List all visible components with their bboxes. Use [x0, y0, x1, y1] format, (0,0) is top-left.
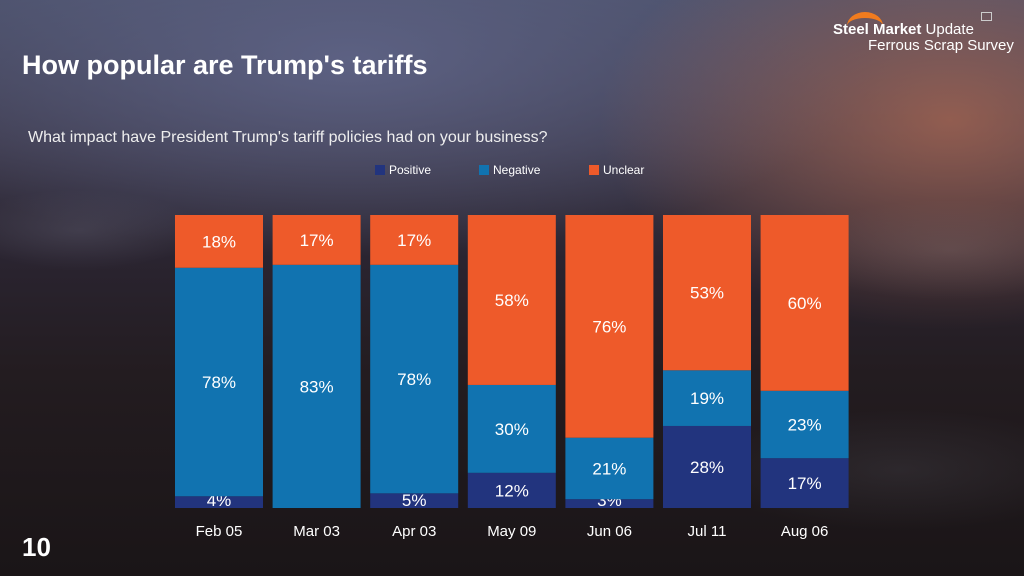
data-label: 12%: [495, 481, 529, 500]
logo-brand-rest: Update: [921, 21, 974, 38]
data-label: 28%: [690, 458, 724, 477]
data-label: 60%: [788, 294, 822, 313]
bar-positive: [565, 499, 654, 508]
data-label: 5%: [402, 491, 427, 510]
bar-unclear: [272, 215, 361, 265]
x-tick-label: Mar 03: [293, 523, 340, 540]
bar-unclear: [370, 215, 459, 265]
bar-unclear: [663, 215, 751, 371]
x-tick-label: Jun 06: [587, 523, 632, 540]
data-label: 17%: [788, 474, 822, 493]
legend-swatch: [375, 165, 385, 175]
bar-negative: [663, 370, 751, 426]
legend-swatch: [479, 165, 489, 175]
x-tick-label: Feb 05: [196, 523, 243, 540]
data-label: 17%: [300, 231, 334, 250]
data-label: 76%: [592, 317, 626, 336]
bar-positive: [467, 472, 556, 508]
legend-positive: Positive: [375, 163, 431, 177]
page-number: 10: [22, 532, 51, 562]
bar-positive: [760, 458, 849, 508]
x-tick-label: May 09: [487, 523, 536, 540]
data-label: 58%: [495, 291, 529, 310]
page-title: How popular are Trump's tariffs: [22, 50, 428, 80]
logo-badge-icon: [981, 12, 992, 21]
data-label: 78%: [397, 370, 431, 389]
bar-positive: [663, 425, 751, 508]
legend-unclear: Unclear: [589, 163, 644, 177]
data-label: 53%: [690, 284, 724, 303]
bar-negative: [760, 390, 849, 459]
x-tick-label: Apr 03: [392, 523, 436, 540]
bar-negative: [565, 437, 654, 500]
legend-negative: Negative: [479, 163, 540, 177]
data-label: 78%: [202, 373, 236, 392]
data-label: 30%: [495, 420, 529, 439]
logo-brand: Steel Market: [833, 21, 922, 38]
data-label: 23%: [788, 415, 822, 434]
data-label: 19%: [690, 389, 724, 408]
bar-negative: [467, 384, 556, 473]
bar-unclear: [175, 215, 263, 268]
logo-subtitle: Ferrous Scrap Survey: [868, 37, 1014, 54]
bar-unclear: [760, 215, 849, 391]
chart-title: What impact have President Trump's tarif…: [28, 129, 548, 146]
data-label: 83%: [300, 377, 334, 396]
x-tick-label: Jul 11: [688, 523, 727, 540]
steel-market-update-logo: Steel Market Update Ferrous Scrap Survey: [833, 12, 1014, 54]
bar-negative: [175, 267, 263, 497]
bar-negative: [370, 264, 459, 494]
bar-positive: [370, 493, 459, 508]
bar-unclear: [565, 215, 654, 438]
data-label: 18%: [202, 232, 236, 251]
legend-swatch: [589, 165, 599, 175]
logo-arc-icon: [847, 12, 883, 40]
bar-unclear: [467, 215, 556, 385]
bar-positive: [175, 496, 263, 508]
data-label: 17%: [397, 231, 431, 250]
x-tick-label: Aug 06: [781, 523, 829, 540]
bar-negative: [272, 264, 361, 508]
data-label: 21%: [592, 459, 626, 478]
